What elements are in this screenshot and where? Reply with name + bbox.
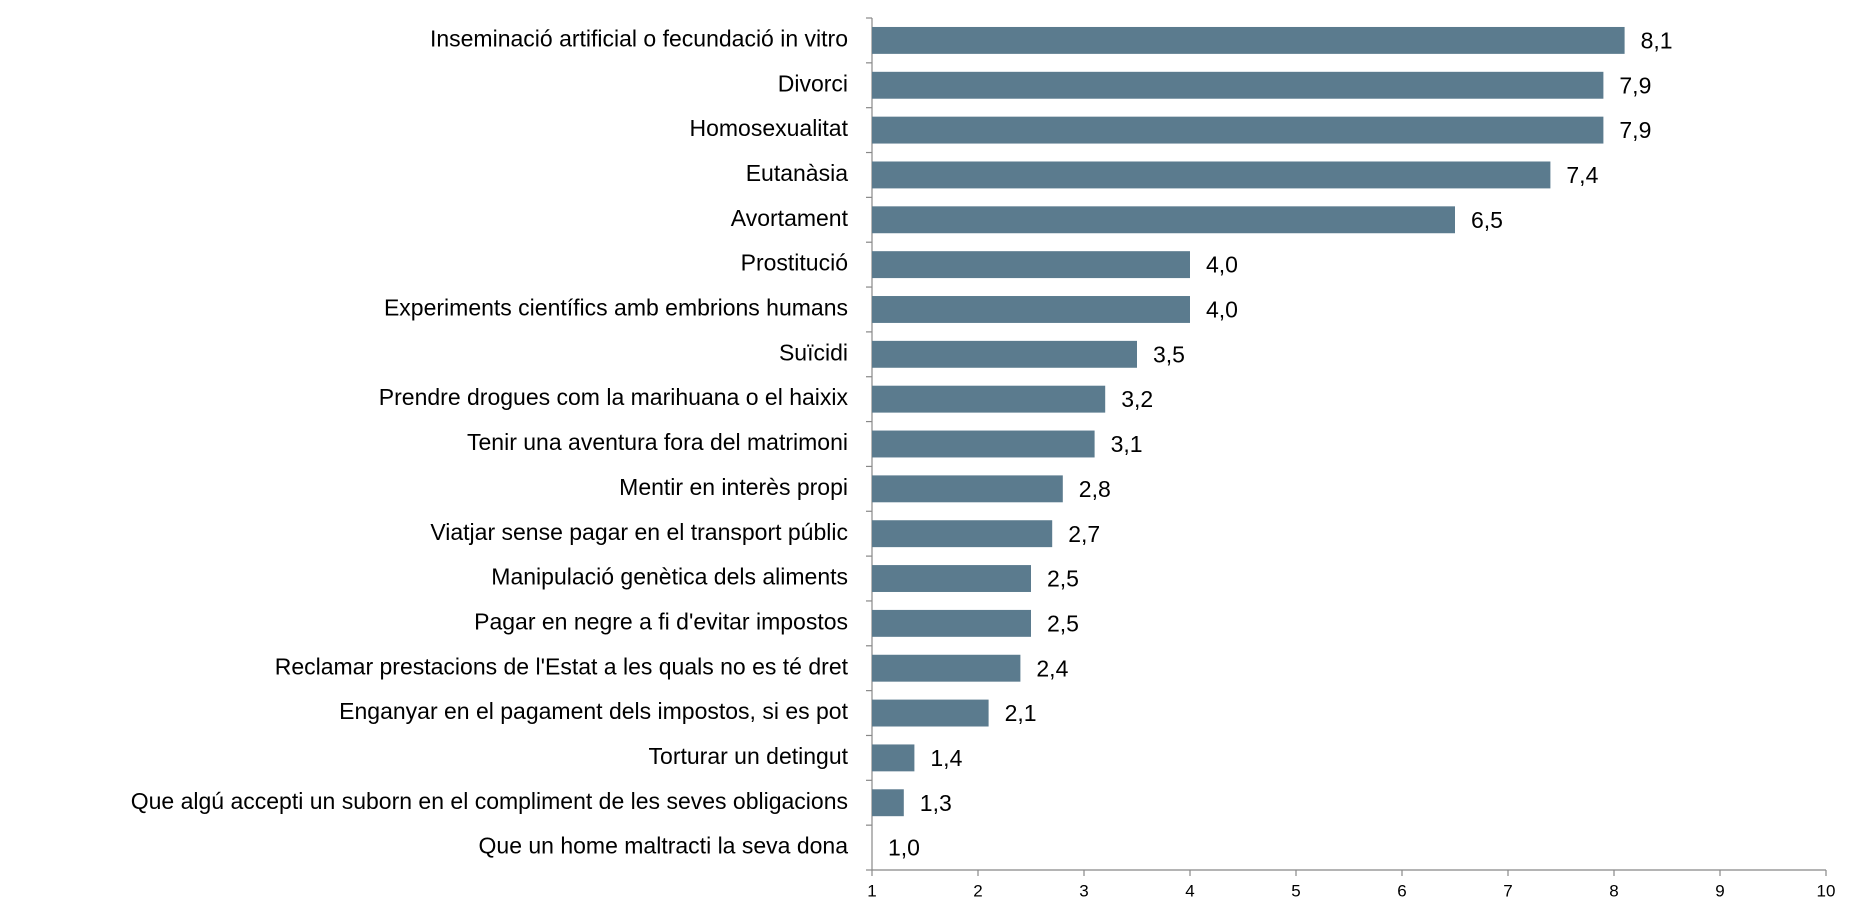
bar (872, 26, 1625, 54)
bar (872, 161, 1551, 189)
y-tick-label: Avortament (731, 205, 849, 231)
y-tick-label: Que algú accepti un suborn en el complim… (131, 788, 848, 814)
bar (872, 296, 1190, 323)
x-tick-label: 9 (1715, 881, 1724, 900)
value-label: 1,3 (920, 790, 952, 816)
bar (872, 789, 904, 817)
y-tick-label: Pagar en negre a fi d'evitar impostos (474, 608, 848, 634)
bar (872, 654, 1021, 682)
y-tick-label: Suïcidi (779, 339, 848, 365)
value-label: 3,5 (1153, 341, 1185, 367)
y-tick-label: Divorci (778, 70, 848, 96)
bar (872, 699, 989, 727)
value-label: 3,1 (1111, 431, 1143, 457)
value-label: 7,9 (1619, 117, 1651, 143)
y-tick-label: Mentir en interès propi (619, 474, 848, 500)
value-label: 2,5 (1047, 566, 1079, 592)
value-label: 2,8 (1079, 476, 1111, 502)
value-label: 1,0 (888, 835, 920, 861)
x-tick-label: 10 (1817, 881, 1836, 900)
x-tick-label: 5 (1291, 881, 1300, 900)
bar (872, 71, 1604, 99)
value-label: 2,5 (1047, 610, 1079, 636)
bar (872, 520, 1053, 548)
value-label: 4,0 (1206, 252, 1238, 278)
y-tick-label: Eutanàsia (746, 160, 849, 186)
x-tick-label: 8 (1609, 881, 1618, 900)
bar (872, 609, 1031, 637)
value-label: 2,7 (1068, 521, 1100, 547)
y-tick-label: Torturar un detingut (649, 743, 849, 769)
y-tick-label: Manipulació genètica dels aliments (491, 564, 848, 590)
y-tick-label: Homosexualitat (689, 115, 848, 141)
y-tick-label: Reclamar prestacions de l'Estat a les qu… (275, 653, 849, 679)
bar (872, 340, 1137, 368)
bar (872, 116, 1604, 144)
y-tick-label: Tenir una aventura fora del matrimoni (467, 429, 848, 455)
x-tick-label: 1 (867, 881, 876, 900)
value-label: 2,4 (1036, 655, 1068, 681)
bar (872, 430, 1095, 458)
y-tick-label: Prendre drogues com la marihuana o el ha… (379, 384, 849, 410)
bar (872, 744, 915, 772)
x-tick-label: 3 (1079, 881, 1088, 900)
value-label: 8,1 (1641, 27, 1673, 53)
bar (872, 251, 1190, 279)
value-label: 7,4 (1566, 162, 1598, 188)
value-label: 7,9 (1619, 72, 1651, 98)
value-label: 6,5 (1471, 207, 1503, 233)
x-tick-label: 6 (1397, 881, 1406, 900)
x-tick-label: 4 (1185, 881, 1194, 900)
x-tick-label: 2 (973, 881, 982, 900)
y-tick-label: Que un home maltracti la seva dona (479, 833, 849, 859)
value-label: 2,1 (1005, 700, 1037, 726)
y-tick-label: Enganyar en el pagament dels impostos, s… (339, 698, 848, 724)
value-label: 1,4 (930, 745, 962, 771)
y-tick-label: Viatjar sense pagar en el transport públ… (430, 519, 848, 545)
y-tick-label: Experiments científics amb embrions huma… (384, 295, 848, 321)
y-tick-label: Inseminació artificial o fecundació in v… (430, 25, 848, 51)
bar (872, 475, 1063, 503)
value-label: 4,0 (1206, 297, 1238, 323)
bar (872, 565, 1031, 592)
bar (872, 206, 1455, 234)
x-tick-label: 7 (1503, 881, 1512, 900)
value-label: 3,2 (1121, 386, 1153, 412)
bar (872, 385, 1106, 413)
y-tick-label: Prostitució (741, 250, 848, 276)
